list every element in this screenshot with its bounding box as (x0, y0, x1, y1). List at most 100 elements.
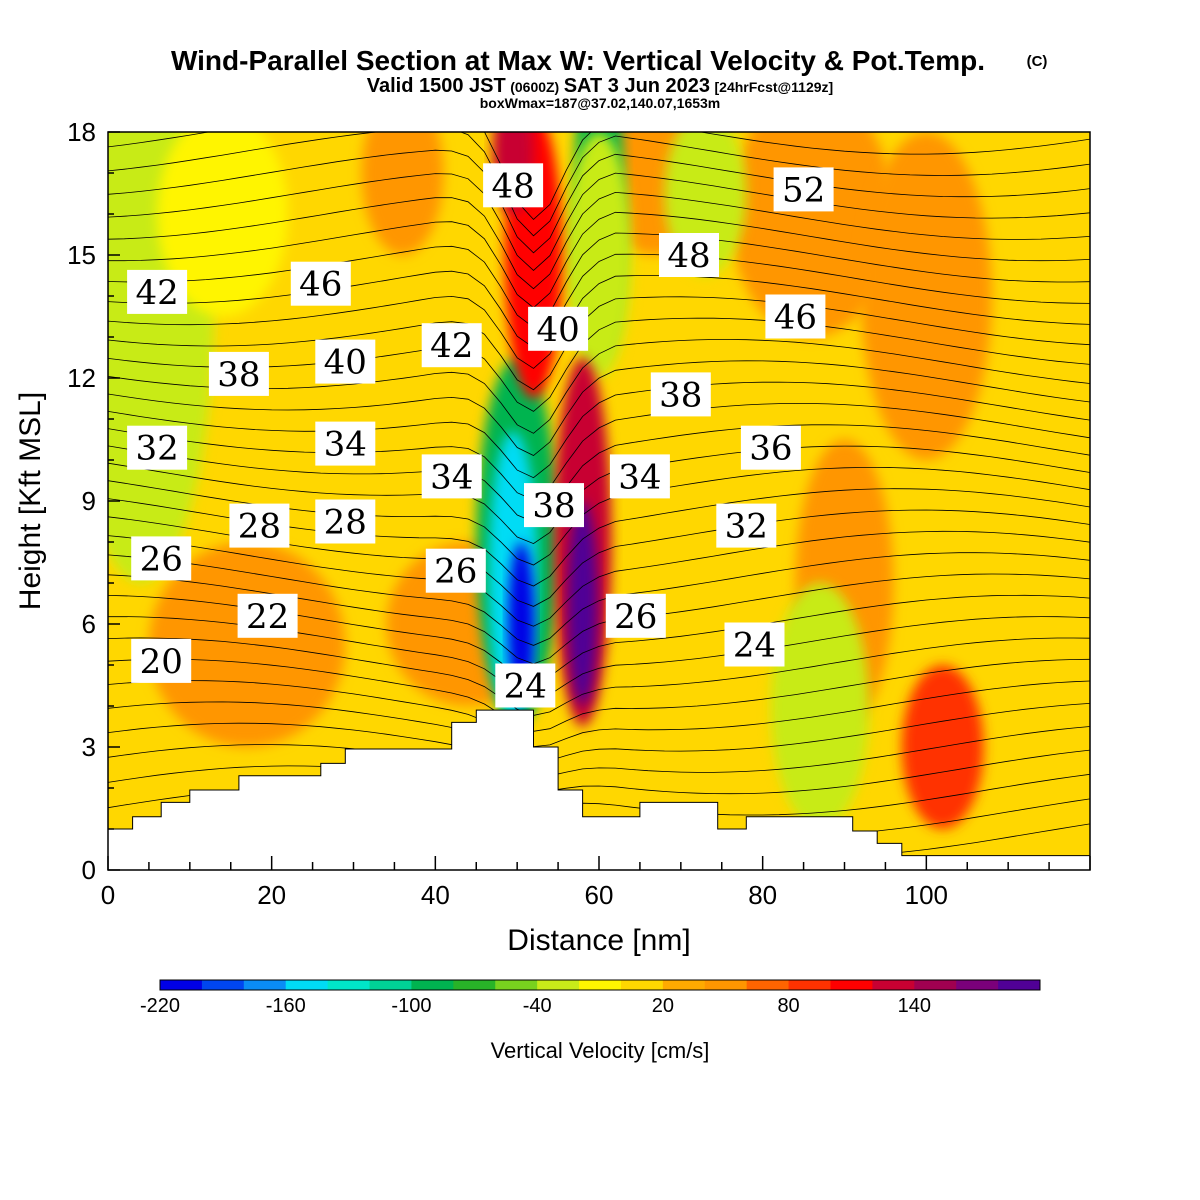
contour-label-box (290, 261, 351, 306)
theta-contour-32 (108, 132, 1090, 237)
contour-label-box (131, 638, 192, 683)
colorbar-swatch-17 (872, 980, 915, 990)
forecast-info: [24hrFcst@1129z] (715, 79, 834, 95)
contour-label-text: 24 (733, 626, 776, 666)
potential-temperature-contours (108, 132, 1090, 859)
contour-label-1: 46 (290, 261, 351, 306)
velocity-blob-updraft-main-core (567, 501, 598, 706)
colorbar-swatch-1 (201, 980, 245, 990)
contour-label-0: 42 (127, 269, 188, 314)
contour-label-26: 24 (495, 663, 556, 708)
contour-label-text: 38 (659, 375, 702, 415)
contour-label-22: 22 (237, 593, 298, 638)
contour-label-7: 40 (528, 306, 589, 351)
box-info: boxWmax=187@37.02,140.07,1653m (480, 95, 721, 111)
theta-contour-13 (108, 530, 1090, 627)
theta-contour-28 (108, 211, 1090, 309)
contour-label-box (229, 503, 290, 548)
contour-label-box (425, 548, 486, 593)
contour-label-18: 28 (229, 503, 290, 548)
contour-label-24: 24 (724, 622, 785, 667)
colorbar-swatch-16 (830, 980, 873, 990)
x-tick-label: 80 (748, 880, 777, 910)
contour-label-box (315, 421, 376, 466)
colorbar-label: 80 (777, 995, 799, 1017)
contour-label-20: 26 (131, 536, 192, 581)
theta-contour-21 (108, 360, 1090, 456)
contour-label-text: 20 (140, 642, 183, 682)
contour-label-text: 26 (434, 552, 477, 592)
colorbar-label: -40 (523, 995, 552, 1017)
contour-label-box (421, 323, 482, 368)
colorbar-swatch-6 (411, 980, 454, 990)
theta-contour-7 (108, 658, 1090, 732)
contour-label-9: 40 (315, 339, 376, 384)
contour-label-text: 28 (324, 503, 367, 543)
x-axis-title: Distance [nm] (507, 924, 690, 957)
colorbar-swatch-9 (537, 980, 580, 990)
contour-label-6: 42 (421, 323, 482, 368)
valid-utc: (0600Z) (510, 79, 559, 95)
contour-label-text: 34 (430, 457, 473, 497)
contour-label-box (131, 536, 192, 581)
contour-label-text: 40 (324, 343, 367, 383)
contour-label-box (127, 269, 188, 314)
velocity-blob-updraft-top-west (361, 132, 444, 255)
contour-label-box (740, 425, 801, 470)
theta-contour-3 (108, 744, 1090, 795)
theta-contour-24 (108, 296, 1090, 391)
colorbar-swatch-20 (998, 980, 1041, 990)
contour-label-box (524, 483, 584, 528)
contour-label-box (208, 351, 269, 396)
contour-label-text: 38 (532, 486, 575, 526)
contour-label-box (716, 503, 777, 548)
contour-label-box (315, 499, 376, 544)
colorbar-swatch-14 (746, 980, 790, 990)
contour-label-10: 38 (650, 372, 711, 417)
colorbar-swatch-3 (285, 980, 329, 990)
contour-label-11: 36 (740, 425, 801, 470)
y-tick-label: 6 (82, 609, 96, 639)
theta-contour-18 (108, 424, 1090, 523)
colorbar-swatch-10 (579, 980, 622, 990)
contour-label-box (237, 593, 298, 638)
colorbar-swatch-11 (620, 980, 664, 990)
theta-contour-29 (108, 191, 1090, 290)
y-tick-label: 0 (82, 855, 96, 885)
contour-label-text: 32 (725, 507, 768, 547)
colorbar-swatch-5 (369, 980, 412, 990)
colorbar-label: -160 (266, 995, 306, 1017)
contour-label-box (650, 372, 711, 417)
contour-label-text: 42 (430, 326, 473, 366)
x-tick-label: 100 (905, 880, 948, 910)
y-tick-label: 9 (82, 486, 96, 516)
x-tick-label: 40 (421, 880, 450, 910)
colorbar-frame (159, 979, 1041, 991)
x-axis: 0 20 40 60 80 100 (101, 856, 1091, 910)
theta-contour-2 (108, 765, 1090, 816)
colorbar-label: -220 (140, 995, 180, 1017)
contour-label-box (659, 233, 719, 277)
contour-label-text: 46 (299, 265, 342, 305)
theta-contour-19 (108, 402, 1090, 501)
contour-label-8: 38 (208, 351, 269, 396)
theta-contour-31 (108, 149, 1090, 254)
colorbar-swatch-8 (495, 980, 538, 990)
chart-title: Wind-Parallel Section at Max W: Vertical… (171, 45, 985, 76)
theta-contour-26 (108, 253, 1090, 349)
theta-contour-12 (108, 552, 1090, 646)
theta-contour-17 (108, 445, 1090, 545)
colorbar-title: Vertical Velocity [cm/s] (491, 1038, 710, 1063)
y-tick-label: 18 (67, 117, 96, 147)
terrain-mask (108, 709, 1090, 870)
theta-contour-23 (108, 317, 1090, 412)
contour-label-text: 26 (614, 597, 657, 637)
colorbar-swatch-0 (160, 980, 203, 990)
theta-contour-30 (108, 172, 1090, 271)
velocity-blob-updraft-upper-east-2 (860, 132, 992, 460)
colorbar-swatch-7 (453, 980, 496, 990)
velocity-blob-weak-updraft-low-west (148, 542, 346, 747)
contour-label-text: 46 (774, 298, 817, 338)
contour-label-text: 34 (618, 457, 661, 497)
